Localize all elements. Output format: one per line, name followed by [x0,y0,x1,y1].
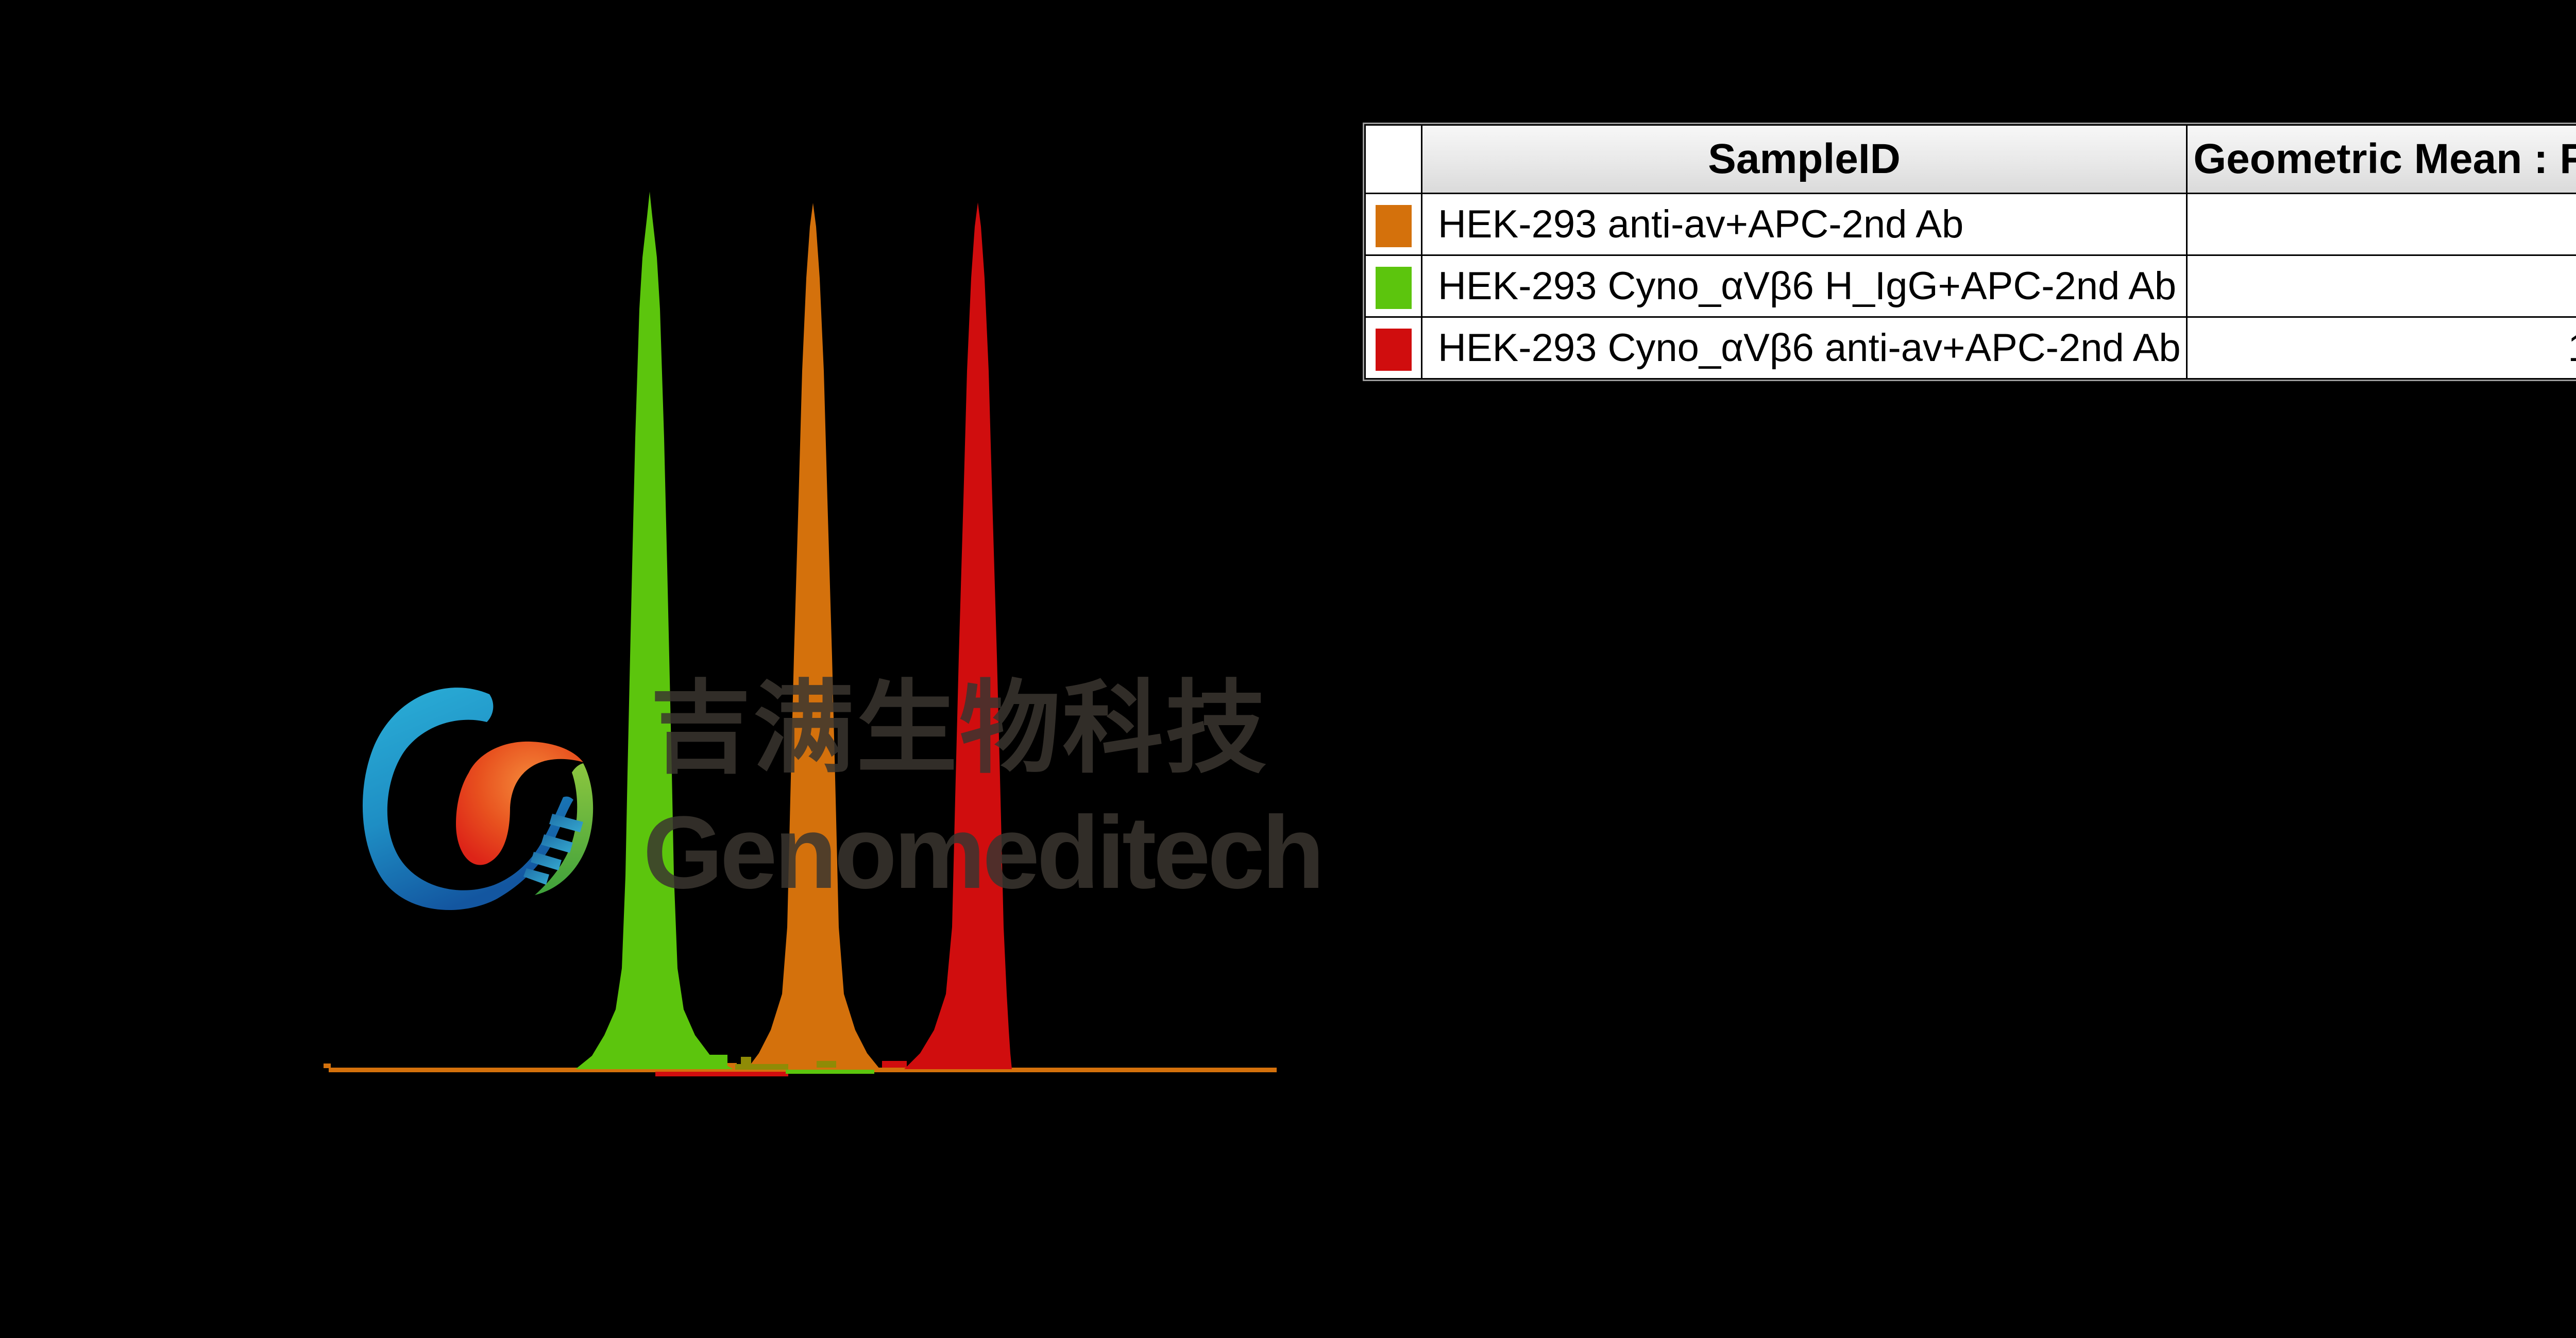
header-geomean: Geometric Mean : FL11-H [2186,124,2576,194]
series-color-swatch [1375,329,1412,371]
olive-overlap-spike [741,1057,751,1065]
red-left-toe [882,1061,907,1068]
table-row: HEK-293 anti-av+APC-2nd Ab 40931 [1364,193,2576,256]
table-row: HEK-293 Cyno_αVβ6 anti-av+APC-2nd Ab 1.3… [1364,316,2576,380]
legend-table-wrap: SampleID Geometric Mean : FL11-H HEK-293… [1363,123,2576,381]
series-color-swatch [1375,205,1412,248]
olive-overlap-right [817,1061,836,1068]
baseline-start-tick [324,1063,331,1068]
histogram-peak [904,202,1012,1069]
table-row: HEK-293 Cyno_αVβ6 H_IgG+APC-2nd Ab 1252 [1364,254,2576,318]
swatch-cell [1364,316,1422,380]
logo-green-dna-strand [535,763,594,895]
logo-red-flame [456,741,583,865]
red-underline [655,1072,788,1076]
header-sampleid: SampleID [1421,124,2188,194]
sample-id-cell: HEK-293 Cyno_αVβ6 H_IgG+APC-2nd Ab [1421,254,2188,318]
olive-overlap-band [735,1064,788,1070]
swatch-cell [1364,254,1422,318]
series-color-swatch [1375,267,1412,310]
geomean-cell: 1.31E6 [2186,316,2576,380]
table-header-row: SampleID Geometric Mean : FL11-H [1364,124,2576,194]
histogram-peak [575,192,733,1069]
legend-table: SampleID Geometric Mean : FL11-H HEK-293… [1364,124,2576,380]
watermark-cjk-text: 吉满生物科技 [650,672,1269,785]
dna-rung-icon [549,814,583,832]
genomeditech-logo [362,688,594,911]
swatch-cell [1364,193,1422,256]
sample-id-cell: HEK-293 anti-av+APC-2nd Ab [1421,193,2188,256]
geomean-cell: 40931 [2186,193,2576,256]
dna-rung-icon [523,868,549,885]
dna-rung-icon [531,852,562,870]
geomean-cell: 1252 [2186,254,2576,318]
watermark-latin-text: Genomeditech [643,795,1325,910]
header-swatch-cell [1364,124,1422,194]
histogram-peak [747,203,880,1069]
sample-id-cell: HEK-293 Cyno_αVβ6 anti-av+APC-2nd Ab [1421,316,2188,380]
dna-rung-icon [541,834,573,853]
green-baseline-segment [786,1070,874,1074]
